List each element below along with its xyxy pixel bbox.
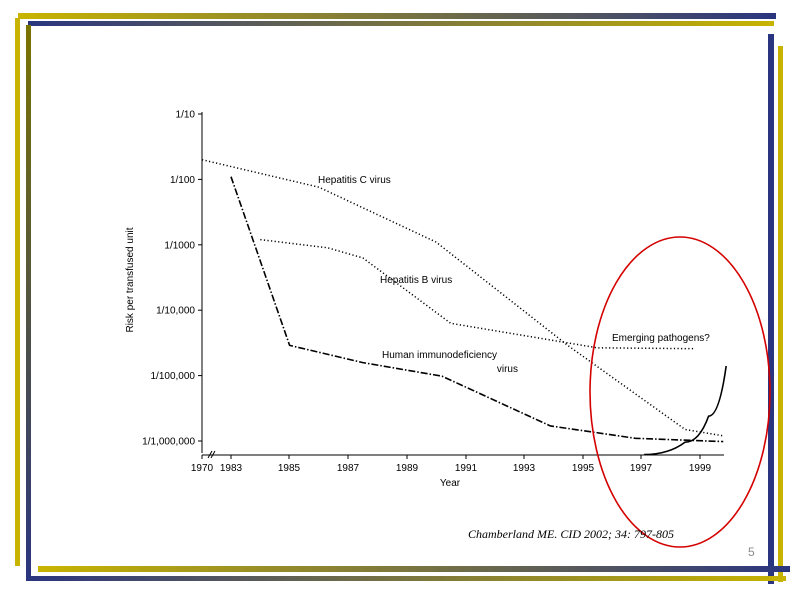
x-tick-label: 1993 [513,463,536,474]
x-tick-label: 1995 [572,463,595,474]
axis-break-mark [207,450,213,459]
right-bar-navy [768,34,774,584]
x-tick-label: 1983 [220,463,243,474]
top-bar-gold [18,13,776,19]
y-tick-label: 1/1000 [164,240,195,251]
series-label: Hepatitis B virus [380,275,452,286]
chart-labels: 1/10 1/100 1/1000 1/10,000 1/100,000 1/1,000,… [125,110,712,490]
y-tick-label: 1/100 [170,175,195,186]
series-label: Emerging pathogens? [612,333,710,344]
y-axis-title: Risk per transfused unit [125,227,136,332]
right-bar-gold [778,46,783,582]
series-line-3 [644,365,727,456]
series-line-2 [230,176,724,443]
axis-break-mark [210,450,216,459]
x-tick-label: 1989 [396,463,419,474]
chart-axes [198,112,724,459]
bottom-bar-navy [26,576,786,581]
x-tick-label: 1991 [455,463,478,474]
series-label: Hepatitis C virus [318,175,391,186]
slide-number: 5 [748,545,755,559]
x-axis-title: Year [440,478,461,489]
y-tick-label: 1/10,000 [156,306,195,317]
x-tick-label: 1987 [337,463,360,474]
series-label: Human immunodeficiency [382,350,497,361]
left-bar-gold [15,18,20,566]
series-label: virus [497,364,518,375]
y-tick-label: 1/100,000 [151,371,196,382]
x-tick-label: 1997 [630,463,653,474]
x-tick-label: 1970 [191,463,214,474]
series-line-1 [260,238,694,350]
top-bar-navy [28,21,774,26]
y-tick-label: 1/10 [176,110,196,121]
y-tick-label: 1/1,000,000 [142,437,195,448]
chart-series [201,158,727,456]
left-bar-olive [26,25,31,581]
x-tick-label: 1985 [278,463,301,474]
highlight-ellipse [589,236,771,548]
bottom-bar-gold [38,566,790,572]
series-line-0 [201,158,724,437]
citation: Chamberland ME. CID 2002; 34: 797-805 [468,527,674,541]
x-tick-label: 1999 [689,463,712,474]
